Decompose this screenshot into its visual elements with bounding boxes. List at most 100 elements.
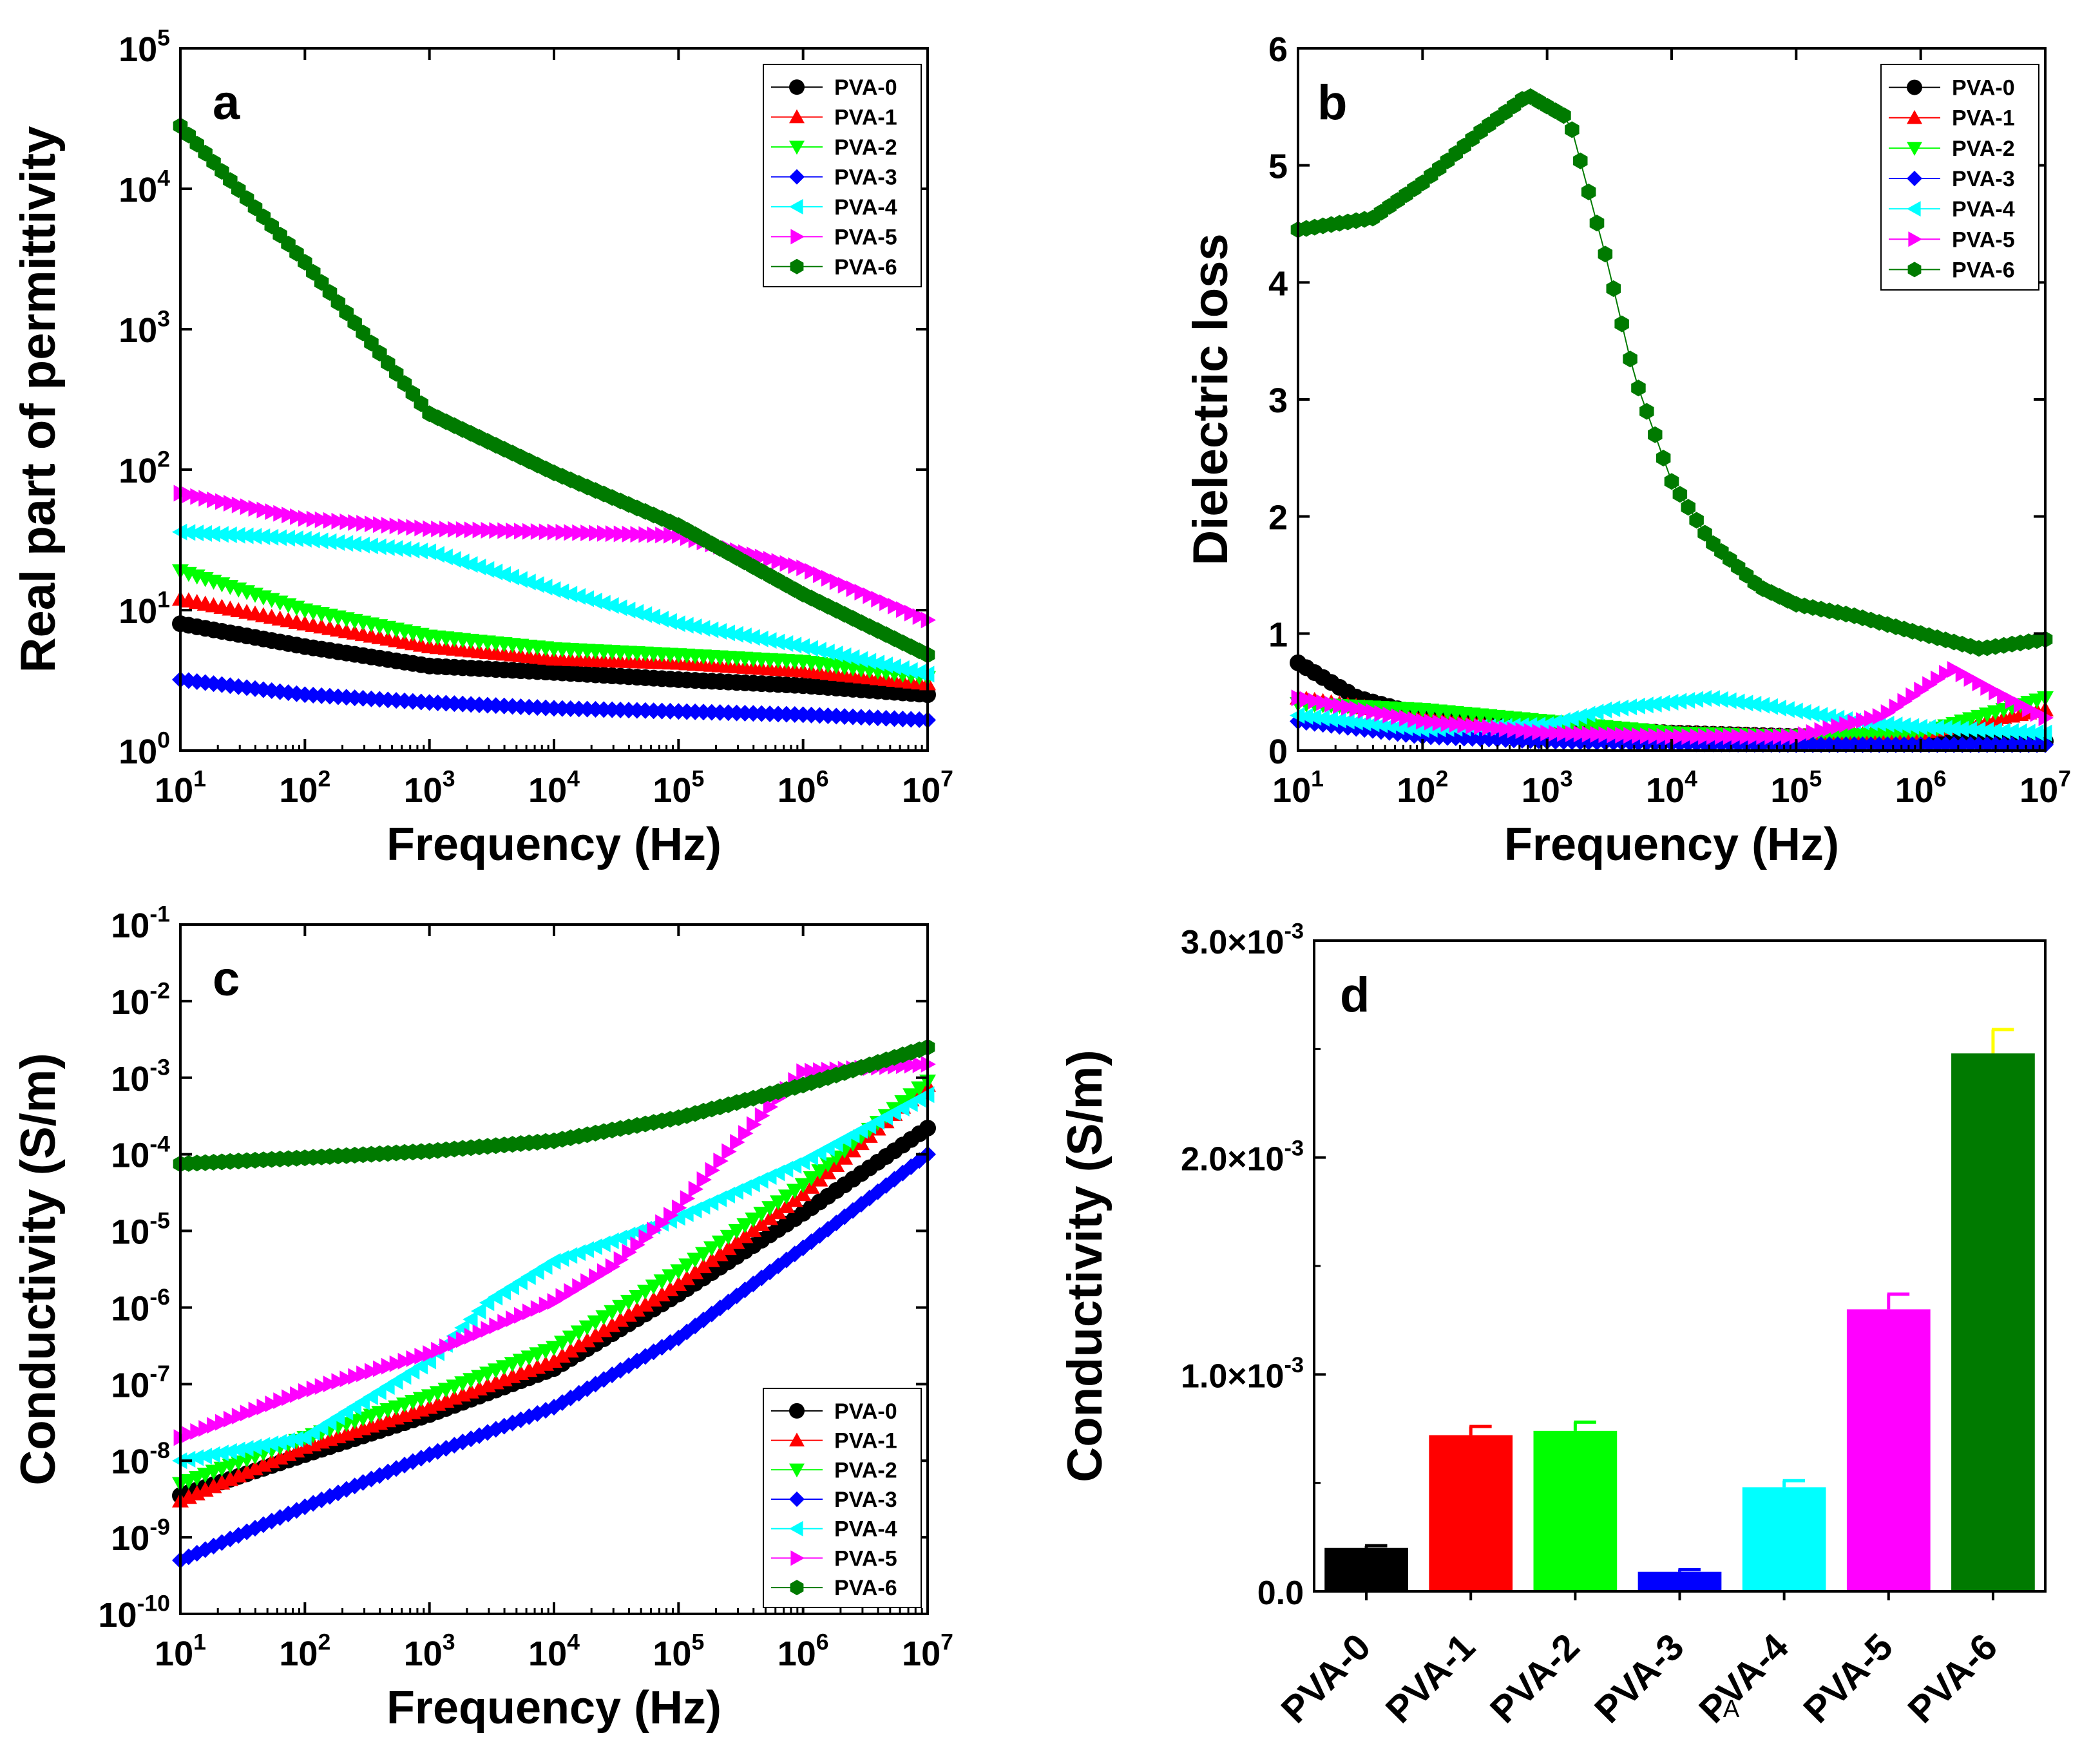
point-PVA-5 [1698,728,1714,745]
legend-marker [789,198,803,215]
point-PVA-5 [572,1278,587,1295]
x-tick-label: 103 [404,766,455,810]
point-PVA-5 [613,1251,629,1269]
point-PVA-4 [1713,691,1728,708]
point-PVA-5 [796,559,812,577]
x-tick-label: 107 [902,1629,953,1673]
point-PVA-5 [1931,670,1946,687]
x-tick-label-base: 10 [1397,771,1435,810]
y-tick-label-exp: 2 [157,446,170,472]
x-category-label: PVA-1 [1378,1625,1484,1731]
point-PVA-4 [247,1438,262,1455]
point-PVA-4 [463,1310,478,1328]
bar-PVA-1 [1429,1435,1513,1591]
point-PVA-1 [587,1327,604,1343]
point-PVA-4 [1754,696,1770,714]
point-PVA-4 [271,1433,287,1451]
point-PVA-6 [1697,524,1712,542]
series-PVA-6 [173,117,935,664]
point-PVA-5 [365,1363,380,1380]
point-PVA-4 [852,651,868,668]
y-tick-label-exp: 0 [157,727,170,753]
point-PVA-5 [1764,728,1780,745]
point-PVA-4 [254,528,271,546]
point-PVA-5 [497,522,513,539]
x-tick-label: 105 [653,766,704,810]
point-PVA-5 [863,587,878,604]
point-PVA-5 [1523,723,1539,740]
legend-label: PVA-5 [834,1546,897,1571]
legend-label: PVA-4 [834,1517,897,1542]
point-PVA-5 [372,1360,388,1377]
point-PVA-4 [1555,712,1571,729]
point-PVA-5 [1391,708,1406,725]
point-PVA-4 [911,664,926,681]
legend-label: PVA-3 [834,1488,897,1512]
point-PVA-5 [256,1398,272,1415]
point-PVA-4 [886,658,901,675]
point-PVA-1 [670,1276,687,1292]
point-PVA-5 [796,1063,812,1080]
point-PVA-4 [728,626,743,643]
point-PVA-4 [845,649,860,666]
legend-label: PVA-1 [1952,106,2015,131]
point-PVA-1 [745,1222,762,1238]
point-PVA-5 [680,1190,696,1207]
point-PVA-2 [811,1164,828,1180]
point-PVA-5 [1739,728,1755,745]
y-tick-label: 10-1 [111,901,170,945]
point-PVA-5 [2013,696,2029,714]
point-PVA-1 [645,1291,662,1307]
point-PVA-5 [273,1392,289,1410]
x-tick-label-exp: 3 [443,1629,455,1655]
point-PVA-5 [348,514,363,532]
y-tick-label-base: 0.0 [1257,1575,1304,1612]
point-PVA-5 [912,1056,928,1073]
point-PVA-4 [222,1443,237,1460]
y-tick-label-exp: -2 [149,978,170,1004]
x-tick-label-exp: 6 [816,766,829,792]
point-PVA-2 [753,1207,770,1222]
point-PVA-5 [414,519,430,537]
point-PVA-4 [238,1440,254,1457]
x-tick-label-base: 10 [279,1635,318,1673]
point-PVA-1 [720,1240,737,1256]
point-PVA-2 [745,1213,762,1228]
point-PVA-4 [213,1444,229,1462]
point-PVA-6 [1598,245,1613,263]
bar-PVA-3 [1637,1571,1722,1591]
x-tick-label-base: 10 [653,771,691,810]
point-PVA-1 [687,1264,704,1280]
point-PVA-5 [1897,693,1913,710]
point-PVA-4 [329,534,345,551]
point-PVA-4 [254,1437,271,1454]
y-tick-label-exp: -5 [149,1207,170,1233]
point-PVA-5 [1756,728,1771,745]
point-PVA-4 [1796,704,1811,721]
point-PVA-5 [389,517,405,535]
point-PVA-5 [1382,706,1398,724]
bar-PVA-5 [1846,1309,1931,1591]
legend-marker [790,258,804,274]
point-PVA-5 [190,1423,205,1440]
point-PVA-5 [805,1062,820,1080]
point-PVA-4 [604,597,619,614]
y-tick-label: 0 [1268,733,1288,771]
legend-label: PVA-5 [1952,227,2015,252]
point-PVA-5 [688,1180,704,1198]
point-PVA-5 [1607,726,1622,743]
point-PVA-5 [497,1314,513,1331]
point-PVA-4 [2003,723,2019,740]
x-category-label: PVA-3 [1587,1625,1692,1731]
legend-box [1880,64,2039,291]
point-PVA-5 [1963,669,1979,687]
legend-marker [790,1550,805,1566]
point-PVA-5 [273,504,289,522]
point-PVA-5 [613,525,629,542]
point-PVA-6 [306,264,321,281]
x-tick-label: 106 [1895,766,1947,810]
point-PVA-5 [837,577,854,594]
legend-marker [1907,171,1922,186]
point-PVA-5 [1515,722,1531,740]
point-PVA-4 [794,638,810,655]
